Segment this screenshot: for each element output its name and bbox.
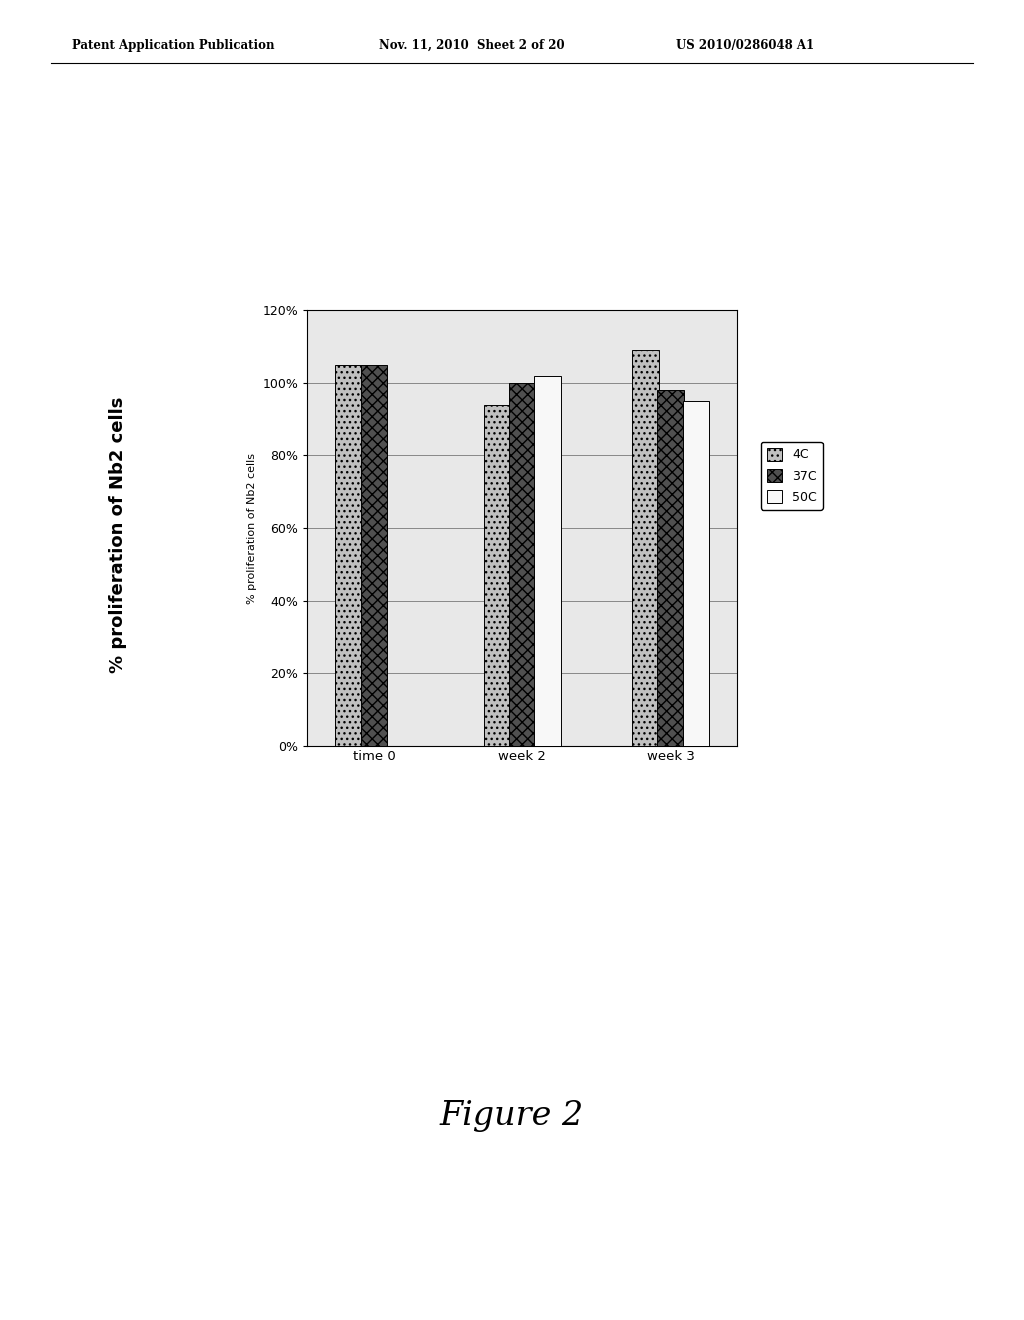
Bar xyxy=(535,375,561,746)
Text: % proliferation of Nb2 cells: % proliferation of Nb2 cells xyxy=(109,396,127,673)
Y-axis label: % proliferation of Nb2 cells: % proliferation of Nb2 cells xyxy=(247,453,257,603)
Bar xyxy=(683,401,710,746)
Text: Nov. 11, 2010  Sheet 2 of 20: Nov. 11, 2010 Sheet 2 of 20 xyxy=(379,38,564,51)
Legend: 4C, 37C, 50C: 4C, 37C, 50C xyxy=(761,442,823,510)
Text: US 2010/0286048 A1: US 2010/0286048 A1 xyxy=(676,38,814,51)
Text: Patent Application Publication: Patent Application Publication xyxy=(72,38,274,51)
Bar xyxy=(657,391,684,746)
Bar xyxy=(335,364,361,746)
Bar xyxy=(509,383,536,746)
Bar xyxy=(483,404,510,746)
Bar xyxy=(360,364,387,746)
Bar xyxy=(632,350,658,746)
Text: Figure 2: Figure 2 xyxy=(440,1100,584,1131)
